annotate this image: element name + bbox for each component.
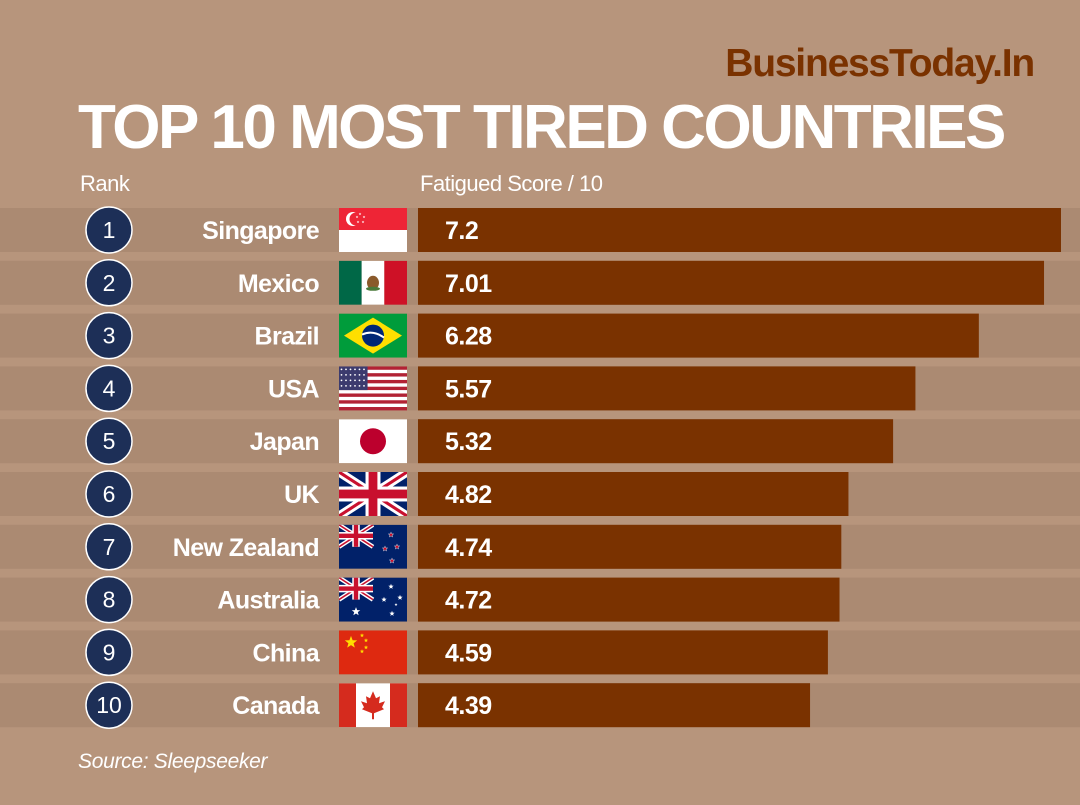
rank-badge: 3 bbox=[85, 311, 133, 360]
australia-flag bbox=[339, 577, 407, 622]
rank-label: 1 bbox=[103, 217, 116, 243]
chart-title: TOP 10 MOST TIRED COUNTRIES bbox=[78, 93, 1006, 162]
rank-label: 9 bbox=[103, 639, 116, 665]
bar bbox=[418, 524, 842, 569]
rank-badge: 2 bbox=[85, 259, 133, 307]
country-label: New Zealand bbox=[173, 534, 319, 562]
bar bbox=[418, 419, 894, 464]
rank-label: 6 bbox=[103, 481, 116, 507]
bar bbox=[418, 577, 840, 622]
value-label: 4.59 bbox=[445, 639, 492, 667]
japan-flag bbox=[339, 419, 407, 464]
country-label: Mexico bbox=[238, 270, 319, 298]
rank-column-header: Rank bbox=[80, 171, 130, 196]
country-label: UK bbox=[284, 481, 319, 509]
rank-badge: 1 bbox=[85, 206, 133, 254]
bar bbox=[418, 260, 1045, 305]
bar bbox=[418, 313, 979, 358]
uk-flag bbox=[339, 472, 407, 516]
country-label: Japan bbox=[250, 428, 319, 456]
new-zealand-flag bbox=[339, 524, 407, 569]
source-note: Source: Sleepseeker bbox=[78, 750, 268, 773]
rank-label: 2 bbox=[103, 270, 116, 296]
brand-logo: BusinessToday.In bbox=[725, 42, 1035, 85]
value-label: 7.2 bbox=[445, 217, 478, 245]
country-label: Singapore bbox=[202, 217, 320, 245]
value-label: 7.01 bbox=[445, 270, 492, 298]
value-label: 6.28 bbox=[445, 323, 492, 351]
country-label: Canada bbox=[232, 692, 320, 720]
rank-label: 3 bbox=[103, 323, 116, 349]
country-label: China bbox=[253, 639, 321, 667]
score-column-header: Fatigued Score / 10 bbox=[420, 171, 603, 196]
value-label: 5.32 bbox=[445, 428, 492, 456]
rank-badge: 7 bbox=[85, 523, 133, 571]
rank-badge: 9 bbox=[85, 628, 133, 677]
rank-badge: 10 bbox=[85, 681, 133, 729]
rank-badge: 4 bbox=[85, 364, 133, 413]
value-label: 4.39 bbox=[445, 692, 492, 720]
canada-flag bbox=[339, 683, 407, 728]
rank-label: 4 bbox=[103, 375, 116, 401]
value-label: 4.72 bbox=[445, 587, 492, 615]
bar bbox=[418, 630, 828, 675]
mexico-flag bbox=[339, 260, 407, 305]
rank-label: 7 bbox=[103, 534, 116, 560]
bar bbox=[418, 472, 849, 516]
country-label: USA bbox=[268, 375, 320, 403]
country-label: Australia bbox=[217, 587, 320, 615]
rank-label: 5 bbox=[103, 428, 116, 454]
rank-badge: 8 bbox=[85, 575, 133, 624]
usa-flag bbox=[339, 366, 407, 411]
bar bbox=[418, 366, 916, 411]
bar bbox=[418, 683, 811, 728]
singapore-flag bbox=[339, 208, 407, 252]
china-flag bbox=[339, 630, 407, 675]
rank-badge: 6 bbox=[85, 470, 133, 518]
country-label: Brazil bbox=[255, 323, 319, 351]
rank-label: 8 bbox=[103, 587, 116, 613]
rank-label: 10 bbox=[96, 692, 122, 718]
value-label: 4.74 bbox=[445, 534, 492, 562]
value-label: 5.57 bbox=[445, 375, 492, 403]
rank-badge: 5 bbox=[85, 417, 133, 465]
brazil-flag bbox=[339, 313, 407, 358]
bar bbox=[418, 208, 1061, 252]
value-label: 4.82 bbox=[445, 481, 492, 509]
